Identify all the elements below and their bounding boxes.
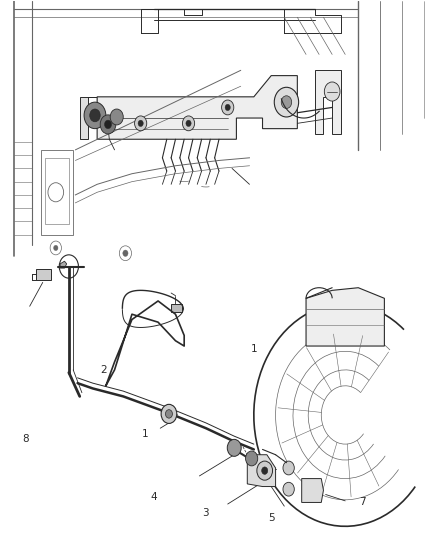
Polygon shape	[302, 479, 323, 503]
Polygon shape	[60, 261, 67, 268]
Text: 3: 3	[203, 508, 209, 518]
Polygon shape	[306, 288, 385, 346]
Circle shape	[100, 115, 116, 134]
Circle shape	[110, 109, 123, 125]
Circle shape	[105, 120, 112, 128]
Circle shape	[166, 410, 173, 418]
Text: 1: 1	[142, 429, 148, 439]
Polygon shape	[315, 70, 341, 134]
Circle shape	[183, 116, 194, 131]
Circle shape	[261, 467, 268, 474]
Text: 5: 5	[268, 513, 275, 523]
Circle shape	[227, 439, 241, 456]
Polygon shape	[36, 269, 51, 280]
Circle shape	[283, 482, 294, 496]
Circle shape	[274, 87, 299, 117]
Text: 6: 6	[259, 471, 266, 481]
Circle shape	[281, 96, 292, 109]
Circle shape	[246, 451, 258, 466]
Text: 4: 4	[150, 492, 157, 502]
Circle shape	[84, 102, 106, 128]
Polygon shape	[97, 76, 297, 139]
Circle shape	[222, 100, 234, 115]
Circle shape	[225, 104, 230, 111]
Text: 8: 8	[22, 434, 28, 444]
Circle shape	[313, 484, 321, 495]
Circle shape	[303, 486, 314, 498]
Text: 7: 7	[359, 497, 366, 507]
Polygon shape	[171, 304, 182, 312]
Circle shape	[138, 120, 143, 126]
Bar	[1, 266, 437, 531]
Text: 2: 2	[100, 365, 107, 375]
Polygon shape	[247, 455, 276, 487]
Circle shape	[123, 250, 128, 256]
Bar	[1, 2, 437, 266]
Text: 1: 1	[251, 344, 257, 354]
Polygon shape	[80, 97, 115, 139]
Circle shape	[90, 109, 100, 122]
Circle shape	[257, 461, 272, 480]
Circle shape	[324, 82, 340, 101]
Circle shape	[53, 245, 58, 251]
Circle shape	[134, 116, 147, 131]
Circle shape	[186, 120, 191, 126]
Circle shape	[283, 461, 294, 475]
Circle shape	[161, 405, 177, 423]
